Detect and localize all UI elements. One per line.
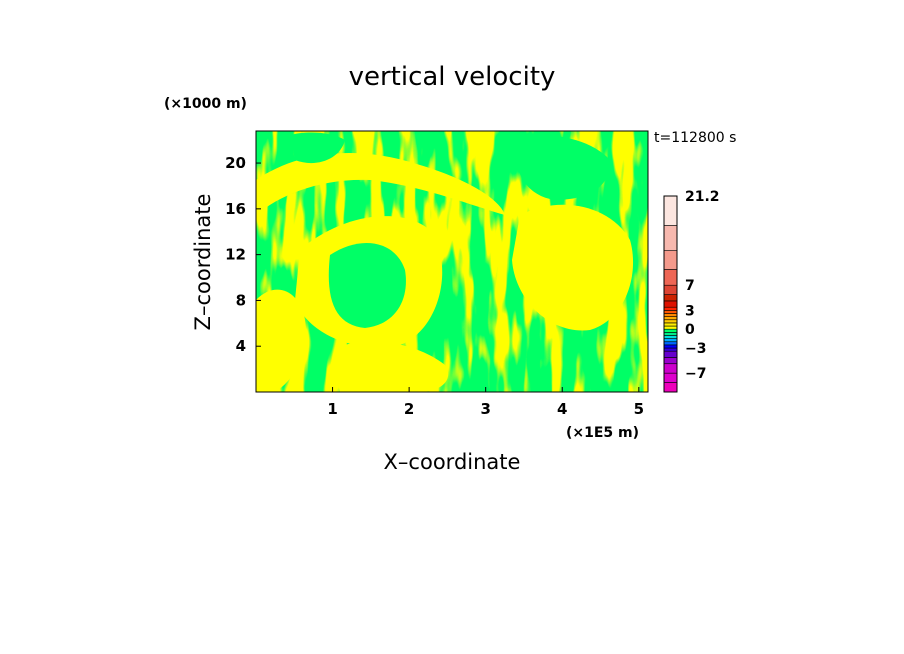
positive-region [512,204,634,331]
colorbar-segment [663,335,678,339]
colorbar-segment [663,338,678,343]
colorbar-segment [663,313,678,317]
time-label: t=112800 s [654,130,736,146]
colorbar-segment [663,357,678,365]
colorbar-segment [663,225,678,251]
colorbar-segment [663,306,678,311]
y-tick-label: 12 [225,246,246,264]
y-tick-label: 16 [225,200,246,218]
colorbar-segment [663,316,678,321]
colorbar-segment [663,310,678,314]
colorbar-segment [663,328,678,333]
y-tick-label: 4 [236,337,246,355]
y-tick-label: 20 [225,154,246,172]
colorbar-segment [663,372,678,383]
colorbar-segment [663,350,678,358]
colorbar-segment [663,322,678,327]
colorbar-segment [663,195,678,226]
colorbar-segment [663,341,678,346]
x-tick-label: 4 [557,400,567,418]
colorbar [663,195,678,393]
colorbar-labels: 21.2 7 3 0 −3 −7 [685,189,720,382]
plot-frame [255,130,649,393]
x-tick-label: 3 [480,400,490,418]
y-axis-unit: (×1000 m) [164,96,247,112]
colorbar-label: 7 [685,278,695,294]
positive-region [256,289,306,392]
colorbar-label: −7 [685,366,706,382]
negative-core [328,243,406,328]
positive-band [256,153,505,215]
y-axis-title: Z–coordinate [191,194,215,331]
x-axis-unit: (×1E5 m) [566,425,639,441]
colorbar-segment [663,382,678,393]
colorbar-segment [663,300,678,308]
field-blobs [256,132,634,392]
y-axis-ticks: 4 8 12 16 20 [225,154,261,355]
colorbar-label: 0 [685,322,695,338]
x-axis-ticks: 1 2 3 4 5 [327,387,644,418]
negative-region [290,132,345,164]
colorbar-segment [663,325,678,330]
colorbar-segment [663,294,678,302]
negative-region [514,134,611,200]
colorbar-segment [663,284,678,295]
x-axis-title: X–coordinate [384,450,521,474]
colorbar-segment [663,344,678,349]
colorbar-segment [663,332,678,336]
colorbar-segment [663,250,678,270]
colorbar-segment [663,347,678,352]
colorbar-segment [663,363,678,374]
positive-region [337,341,449,392]
x-tick-label: 2 [404,400,414,418]
colorbar-label: 3 [685,303,695,319]
colorbar-label: 21.2 [685,189,720,205]
x-tick-label: 1 [327,400,337,418]
colorbar-segment [663,319,678,324]
colorbar-segment [663,269,678,286]
chart-title: vertical velocity [349,62,556,92]
y-tick-label: 8 [236,291,246,309]
colorbar-label: −3 [685,341,706,357]
heatmap-field [256,131,648,392]
colorbar-frame [663,195,678,393]
x-tick-label: 5 [634,400,644,418]
